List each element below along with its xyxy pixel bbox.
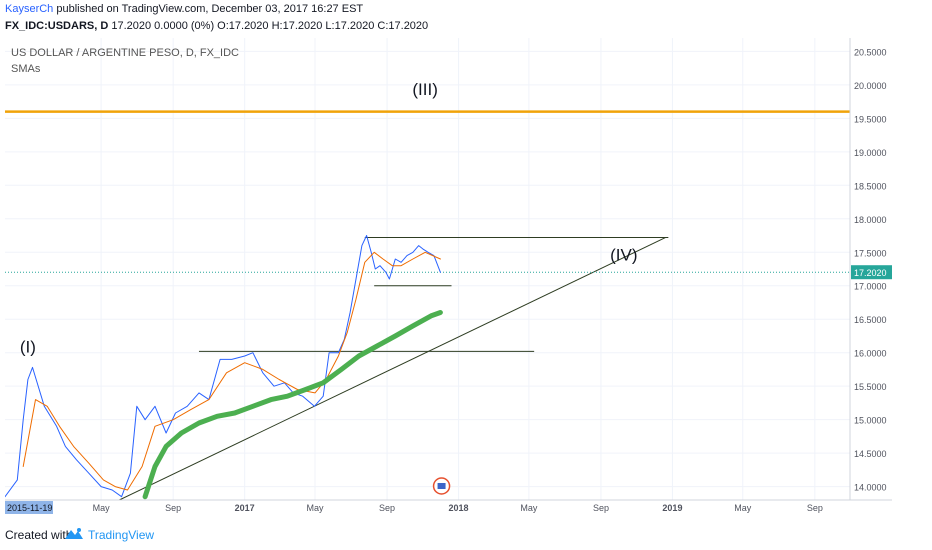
chart-area[interactable]: (I) (III) (IV) 20.5000 20.0000 19.5000 19.000…: [4, 38, 892, 514]
wave-label[interactable]: (IV): [610, 245, 637, 264]
price-tick-label: 15.5000: [854, 382, 887, 392]
time-tick-label: May: [734, 503, 752, 513]
quote-values: 17.2020 0.0000 (0%) O:17.2020 H:17.2020 …: [111, 20, 429, 32]
symbol-label: FX_IDC:USDARS, D: [5, 20, 109, 32]
price-tick-label: 17.0000: [854, 282, 887, 292]
time-tick-label: Sep: [593, 503, 609, 513]
drawings: [5, 110, 850, 501]
publication-line: KayserCh published on TradingView.com, D…: [5, 3, 363, 15]
price-axis: 20.5000 20.0000 19.5000 19.0000 18.5000 18.00…: [849, 38, 892, 514]
time-axis-background: [5, 500, 892, 514]
price-tick-label: 14.5000: [854, 449, 887, 459]
series-line-price[interactable]: [4, 235, 441, 498]
author-link[interactable]: KayserCh: [5, 3, 54, 15]
time-tick-label: 2019: [662, 503, 682, 513]
published-text: published on TradingView.com, December 0…: [56, 3, 364, 15]
event-flag-stripe: [437, 483, 446, 489]
price-tick-label: 14.0000: [854, 483, 887, 493]
price-tick-label: 20.5000: [854, 47, 887, 57]
annotations: (I) (III) (IV): [20, 80, 638, 495]
price-tick-label: 19.0000: [854, 148, 887, 158]
quote-line: FX_IDC:USDARS, D 17.2020 0.0000 (0%) O:1…: [5, 20, 428, 32]
price-tick-label: 19.5000: [854, 114, 887, 124]
price-chart[interactable]: (I) (III) (IV) 20.5000 20.0000 19.5000 19.000…: [4, 38, 892, 514]
last-price-badge: [851, 265, 892, 280]
time-tick-label: 2017: [235, 503, 255, 513]
price-tick-label: 16.0000: [854, 349, 887, 359]
rising-trendline-line[interactable]: [119, 237, 666, 501]
last-price-label: 17.2020: [854, 268, 887, 278]
time-axis-cursor-badge: [5, 501, 53, 514]
tradingview-brand[interactable]: TradingView: [88, 528, 155, 542]
price-tick-label: 16.5000: [854, 315, 887, 325]
time-tick-label: 2018: [449, 503, 469, 513]
series-line-sma_long[interactable]: [142, 310, 443, 500]
grid: [5, 38, 850, 500]
price-tick-label: 18.5000: [854, 181, 887, 191]
time-axis: 2015-11-19 May Sep 2017 May Sep 2018 May Sep 2019…: [5, 499, 892, 514]
publication-header: KayserCh published on TradingView.com, D…: [0, 0, 932, 38]
created-with-text: Created with: [5, 528, 73, 542]
time-tick-label: May: [93, 503, 111, 513]
wave-label[interactable]: (I): [20, 338, 36, 357]
time-tick-label: Sep: [807, 503, 823, 513]
legend-indicator[interactable]: SMAs: [11, 63, 41, 75]
legend-title: US DOLLAR / ARGENTINE PESO, D, FX_IDC: [11, 47, 239, 59]
time-tick-label: Sep: [165, 503, 181, 513]
wave-label[interactable]: (III): [412, 80, 438, 99]
price-tick-label: 18.0000: [854, 215, 887, 225]
footer: Created with TradingView: [0, 520, 932, 550]
price-tick-label: 15.0000: [854, 416, 887, 426]
time-tick-label: Sep: [379, 503, 395, 513]
series: [4, 235, 443, 500]
price-tick-label: 20.0000: [854, 81, 887, 91]
time-tick-label: May: [306, 503, 324, 513]
tradingview-logo-icon[interactable]: [64, 527, 84, 546]
time-tick-label: May: [520, 503, 538, 513]
time-tick-label: 2015-11-19: [7, 503, 52, 513]
series-line-sma_short[interactable]: [22, 251, 441, 491]
price-tick-label: 17.5000: [854, 248, 887, 258]
